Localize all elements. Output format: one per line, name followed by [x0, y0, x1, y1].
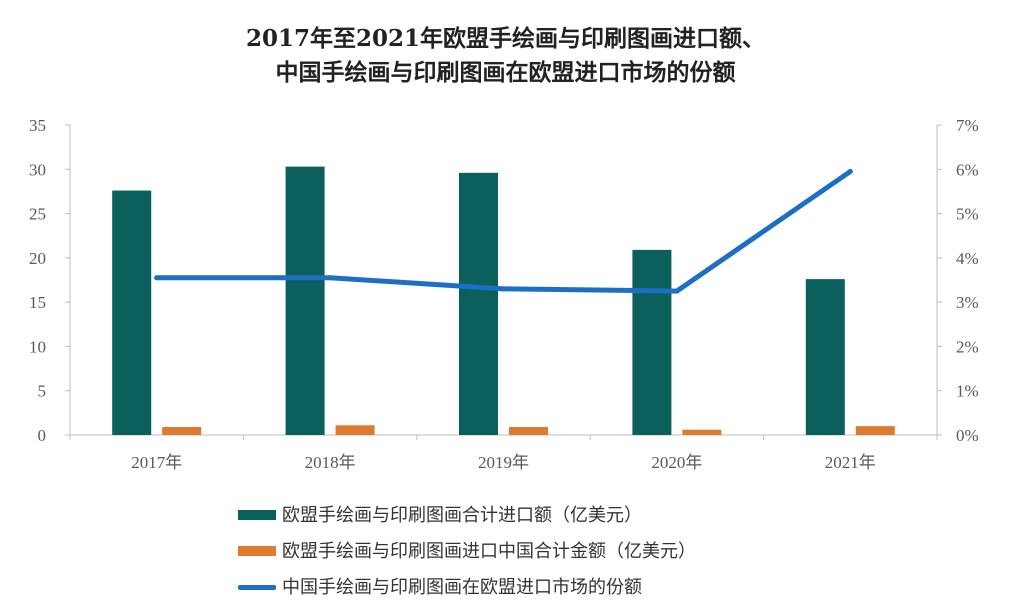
- line-point-china-share: [327, 275, 333, 281]
- legend-label-eu-total-imports: 欧盟手绘画与印刷图画合计进口额（亿美元）: [282, 505, 642, 526]
- bar-eu-total-imports: [632, 249, 672, 435]
- bar-eu-total-imports: [112, 190, 152, 435]
- line-point-china-share: [674, 288, 680, 294]
- right-axis-tick-label: 6%: [956, 160, 979, 179]
- line-point-china-share: [847, 169, 853, 174]
- legend-swatch-teal: [238, 510, 276, 520]
- bar-china-imports: [509, 427, 548, 435]
- right-axis-tick-label: 5%: [956, 205, 979, 224]
- chart-title-line-1: 2017年至2021年欧盟手绘画与印刷图画进口额、: [245, 25, 766, 52]
- bar-china-imports: [335, 425, 375, 435]
- chart-title: 2017年至2021年欧盟手绘画与印刷图画进口额、 中国手绘画与印刷图画在欧盟进…: [0, 22, 1011, 90]
- right-axis-tick-label: 4%: [956, 249, 979, 268]
- left-axis-tick-label: 5: [38, 382, 47, 401]
- right-axis-tick-label: 0%: [956, 426, 979, 445]
- left-axis-tick-label: 15: [29, 293, 46, 312]
- legend-swatch-blue-line: [238, 585, 276, 590]
- right-axis-tick-label: 2%: [956, 337, 979, 356]
- left-axis-tick-label: 10: [29, 337, 46, 356]
- legend-swatch-orange: [238, 546, 276, 556]
- x-axis-tick-label: 2018年: [305, 453, 356, 472]
- legend-label-china-share: 中国手绘画与印刷图画在欧盟进口市场的份额: [282, 577, 642, 598]
- right-axis-tick-label: 3%: [956, 293, 979, 312]
- x-axis-tick-label: 2021年: [825, 453, 876, 472]
- chart-title-line-2: 中国手绘画与印刷图画在欧盟进口市场的份额: [275, 59, 736, 86]
- x-axis-tick-label: 2017年: [131, 453, 182, 472]
- line-china-share: [154, 169, 853, 294]
- line-point-china-share: [501, 286, 506, 292]
- bar-china-imports: [162, 427, 202, 435]
- line-point-china-share: [154, 275, 160, 281]
- bar-china-imports: [682, 429, 722, 435]
- left-axis-tick-label: 20: [29, 249, 46, 268]
- right-axis-tick-label: 7%: [956, 116, 979, 135]
- left-axis-tick-label: 35: [29, 116, 46, 135]
- left-axis-tick-label: 25: [29, 205, 46, 224]
- legend-label-china-imports: 欧盟手绘画与印刷图画进口中国合计金额（亿美元）: [282, 541, 696, 562]
- bar-eu-total-imports: [285, 166, 325, 435]
- bar-eu-total-imports: [805, 279, 845, 435]
- x-axis-tick-label: 2020年: [651, 453, 702, 472]
- bar-china-imports: [855, 426, 895, 435]
- right-axis-tick-label: 1%: [956, 382, 979, 401]
- x-axis-tick-label: 2019年: [478, 453, 529, 472]
- left-axis-tick-label: 0: [38, 426, 47, 445]
- left-axis-tick-label: 30: [29, 160, 46, 179]
- bar-eu-total-imports: [459, 172, 498, 436]
